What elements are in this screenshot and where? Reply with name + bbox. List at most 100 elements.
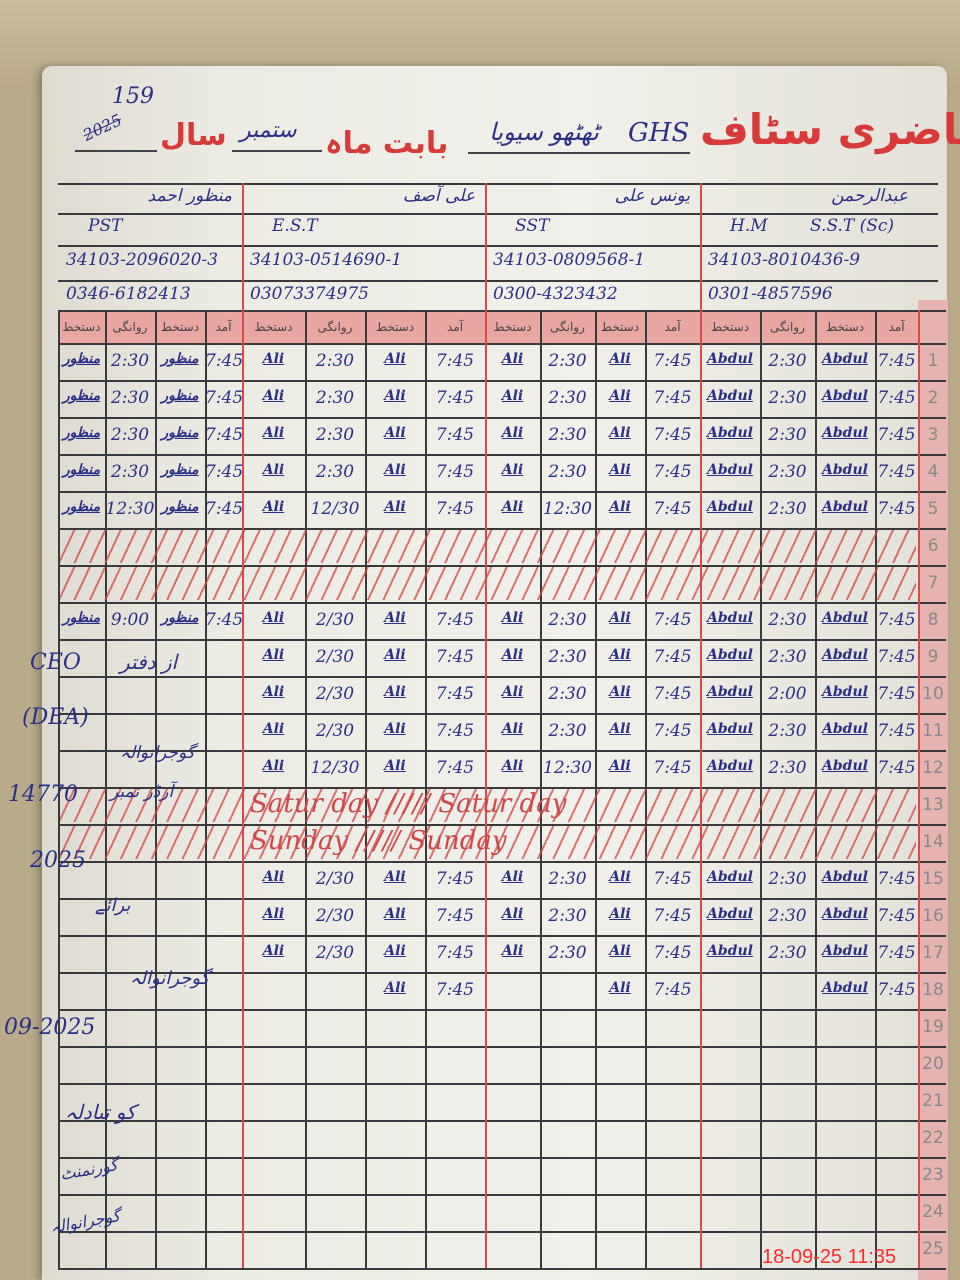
signature: Abdul — [707, 462, 753, 478]
arrival-time: 7:45 — [877, 943, 916, 963]
signature: Ali — [609, 684, 631, 700]
signature: Ali — [501, 758, 524, 774]
signature: Ali — [609, 647, 631, 663]
signature: Abdul — [822, 684, 868, 700]
row-day-number: 17 — [922, 943, 944, 963]
register-page — [42, 66, 947, 1280]
row-rule — [58, 343, 946, 345]
arrival-time: 7:45 — [435, 980, 475, 1000]
signature: Ali — [384, 462, 406, 478]
staff-column-divider — [918, 310, 920, 1268]
arrival-time: 7:45 — [205, 610, 242, 630]
departure-time: 2/30 — [315, 906, 355, 926]
signature: Abdul — [707, 388, 753, 404]
header-rule — [58, 213, 938, 215]
departure-time: 2:30 — [315, 425, 355, 445]
photo-timestamp: 18-09-25 11:35 — [762, 1246, 897, 1268]
signature: Ali — [384, 943, 406, 959]
margin-note-transfer: کو تبادلہ — [65, 1100, 136, 1124]
signature: Ali — [501, 499, 524, 515]
departure-time: 2:30 — [315, 388, 355, 408]
arrival-time: 7:45 — [205, 425, 242, 445]
signature: منظور — [161, 351, 199, 367]
staff-phone: 0346-6182413 — [66, 284, 191, 304]
arrival-time: 7:45 — [653, 610, 692, 630]
arrival-time: 7:45 — [435, 906, 475, 926]
signature: Abdul — [822, 721, 868, 737]
departure-time: 2/30 — [315, 647, 355, 667]
column-header: روانگی — [112, 320, 148, 334]
row-day-number: 2 — [927, 388, 939, 408]
departure-time: 2/30 — [315, 610, 355, 630]
departure-time: 2:30 — [110, 462, 150, 482]
signature: Ali — [262, 647, 285, 663]
departure-time: 2:30 — [110, 351, 150, 371]
signature: Ali — [501, 462, 524, 478]
year-underline — [75, 150, 157, 152]
departure-time: 12:30 — [105, 499, 155, 519]
arrival-time: 7:45 — [877, 980, 916, 1000]
row-number-margin — [918, 300, 948, 1280]
departure-time: 2:30 — [548, 462, 587, 482]
signature: منظور — [62, 499, 101, 515]
row-day-number: 23 — [922, 1165, 944, 1185]
column-header: آمد — [888, 320, 905, 334]
row-day-number: 18 — [922, 980, 944, 1000]
row-rule — [58, 602, 946, 604]
staff-designation: SST — [515, 216, 550, 236]
signature: Ali — [501, 610, 524, 626]
row-rule — [58, 565, 946, 567]
arrival-time: 7:45 — [205, 351, 242, 371]
signature: Abdul — [822, 647, 868, 663]
row-rule — [58, 417, 946, 419]
signature: Ali — [262, 721, 285, 737]
signature: Ali — [262, 869, 285, 885]
departure-time: 2:30 — [768, 647, 807, 667]
departure-time: 2:30 — [768, 869, 807, 889]
arrival-time: 7:45 — [435, 721, 475, 741]
departure-time: 2:30 — [768, 721, 807, 741]
page-title: حاضری سٹاف — [700, 105, 960, 154]
departure-time: 2:30 — [768, 462, 807, 482]
row-day-number: 4 — [927, 462, 939, 482]
arrival-time: 7:45 — [877, 425, 916, 445]
signature: Abdul — [822, 610, 868, 626]
row-rule — [58, 676, 946, 678]
margin-note-for: برائے — [95, 895, 131, 916]
departure-time: 2:30 — [110, 388, 150, 408]
signature: منظور — [62, 462, 101, 478]
departure-time: 2:30 — [548, 610, 587, 630]
arrival-time: 7:45 — [877, 610, 916, 630]
signature: Ali — [501, 721, 524, 737]
column-header: دستخط — [160, 320, 200, 334]
page-number: 159 — [112, 84, 154, 109]
signature: Ali — [384, 351, 406, 367]
row-day-number: 7 — [927, 573, 939, 593]
arrival-time: 7:45 — [877, 462, 916, 482]
row-rule — [58, 972, 946, 974]
arrival-time: 7:45 — [435, 351, 475, 371]
staff-divider — [700, 183, 702, 310]
column-header-row — [58, 310, 918, 343]
signature: Ali — [609, 869, 631, 885]
margin-note-gujranwala: گوجرانوالہ — [120, 743, 195, 763]
staff-name: علی آصف — [402, 186, 475, 206]
row-rule — [58, 1194, 946, 1196]
signature: Ali — [609, 721, 631, 737]
signature: Abdul — [707, 721, 753, 737]
arrival-time: 7:45 — [877, 499, 916, 519]
column-header: دستخط — [62, 320, 101, 334]
signature: Abdul — [822, 869, 868, 885]
signature: Abdul — [707, 758, 753, 774]
row-rule — [58, 861, 946, 863]
arrival-time: 7:45 — [877, 721, 916, 741]
signature: Ali — [384, 980, 406, 996]
departure-time: 12:30 — [543, 758, 592, 778]
arrival-time: 7:45 — [435, 758, 475, 778]
margin-note-order-label: آرڈر نمبر — [110, 782, 174, 802]
row-rule — [58, 1046, 946, 1048]
row-day-number: 15 — [922, 869, 944, 889]
margin-note-office: از دفتر — [120, 650, 178, 674]
signature: Ali — [384, 758, 406, 774]
departure-time: 2:30 — [548, 388, 587, 408]
